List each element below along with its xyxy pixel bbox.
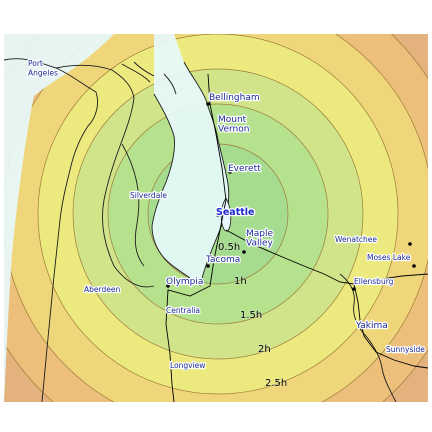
ring-label-2h: 2h: [258, 344, 271, 355]
ring-label-0-5h: 0.5h: [218, 242, 240, 253]
interstate-5: [165, 73, 227, 402]
city-label-tacoma: Tacoma: [205, 255, 240, 265]
ellensburg-marker: [352, 287, 356, 291]
columbia-river-shore: [339, 273, 397, 402]
origin-label: Seattle: [216, 207, 254, 218]
puget-sound-shore-east: [183, 61, 230, 287]
olympic-peninsula-shore: [55, 64, 155, 288]
city-label-centralia: Centralia: [166, 306, 200, 315]
ring-label-2-5h: 2.5h: [265, 378, 287, 389]
city-label-port-angeles: Port Angeles: [28, 59, 58, 78]
city-label-ellensburg: Ellensburg: [354, 277, 394, 286]
city-label-everett: Everett: [228, 164, 261, 174]
tacoma-marker: [206, 264, 210, 268]
city-label-wenatchee: Wenatchee: [335, 235, 377, 244]
puget-sound-shore-west: [151, 93, 191, 279]
ring-label-1-5h: 1.5h: [240, 310, 262, 321]
city-label-aberdeen: Aberdeen: [84, 285, 120, 294]
lake-washington: [220, 197, 232, 232]
bellingham-marker: [206, 102, 210, 106]
travel-time-rings: [4, 34, 428, 402]
city-label-olympia: Olympia: [166, 277, 203, 287]
interstate-90: [225, 229, 428, 285]
city-label-bellingham: Bellingham: [209, 93, 260, 103]
san-juan-islands: [121, 61, 177, 95]
yakima-marker: [358, 322, 362, 326]
city-label-moses-lake: Moses Lake: [367, 253, 411, 262]
city-label-longview: Longview: [170, 361, 205, 370]
city-label-silverdale: Silverdale: [130, 191, 167, 200]
city-label-sunnyside: Sunnyside: [386, 345, 425, 354]
wenatchee-marker: [408, 242, 412, 246]
everett-marker: [228, 170, 232, 174]
olympia-marker: [166, 284, 170, 288]
moses-lake-marker: [412, 264, 416, 268]
ring-label-1h: 1h: [234, 276, 247, 287]
city-label-maple-valley: Maple Valley: [246, 229, 274, 249]
maple-valley-marker: [242, 250, 246, 254]
salish-sea-water: [4, 34, 229, 402]
map-labels: Port Angeles Bellingham Mount Vernon Everett S…: [27, 58, 427, 390]
pacific-coastline: [4, 58, 99, 402]
isochrone-map[interactable]: Port Angeles Bellingham Mount Vernon Everett S…: [4, 34, 428, 402]
city-label-yakima: Yakima: [355, 321, 388, 331]
hood-canal-shore: [121, 143, 145, 267]
interstate-82: [353, 283, 428, 369]
map-frame[interactable]: Port Angeles Bellingham Mount Vernon Everett S…: [4, 34, 428, 402]
origin-marker: [216, 213, 220, 217]
city-label-mount-vernon: Mount Vernon: [218, 115, 249, 135]
